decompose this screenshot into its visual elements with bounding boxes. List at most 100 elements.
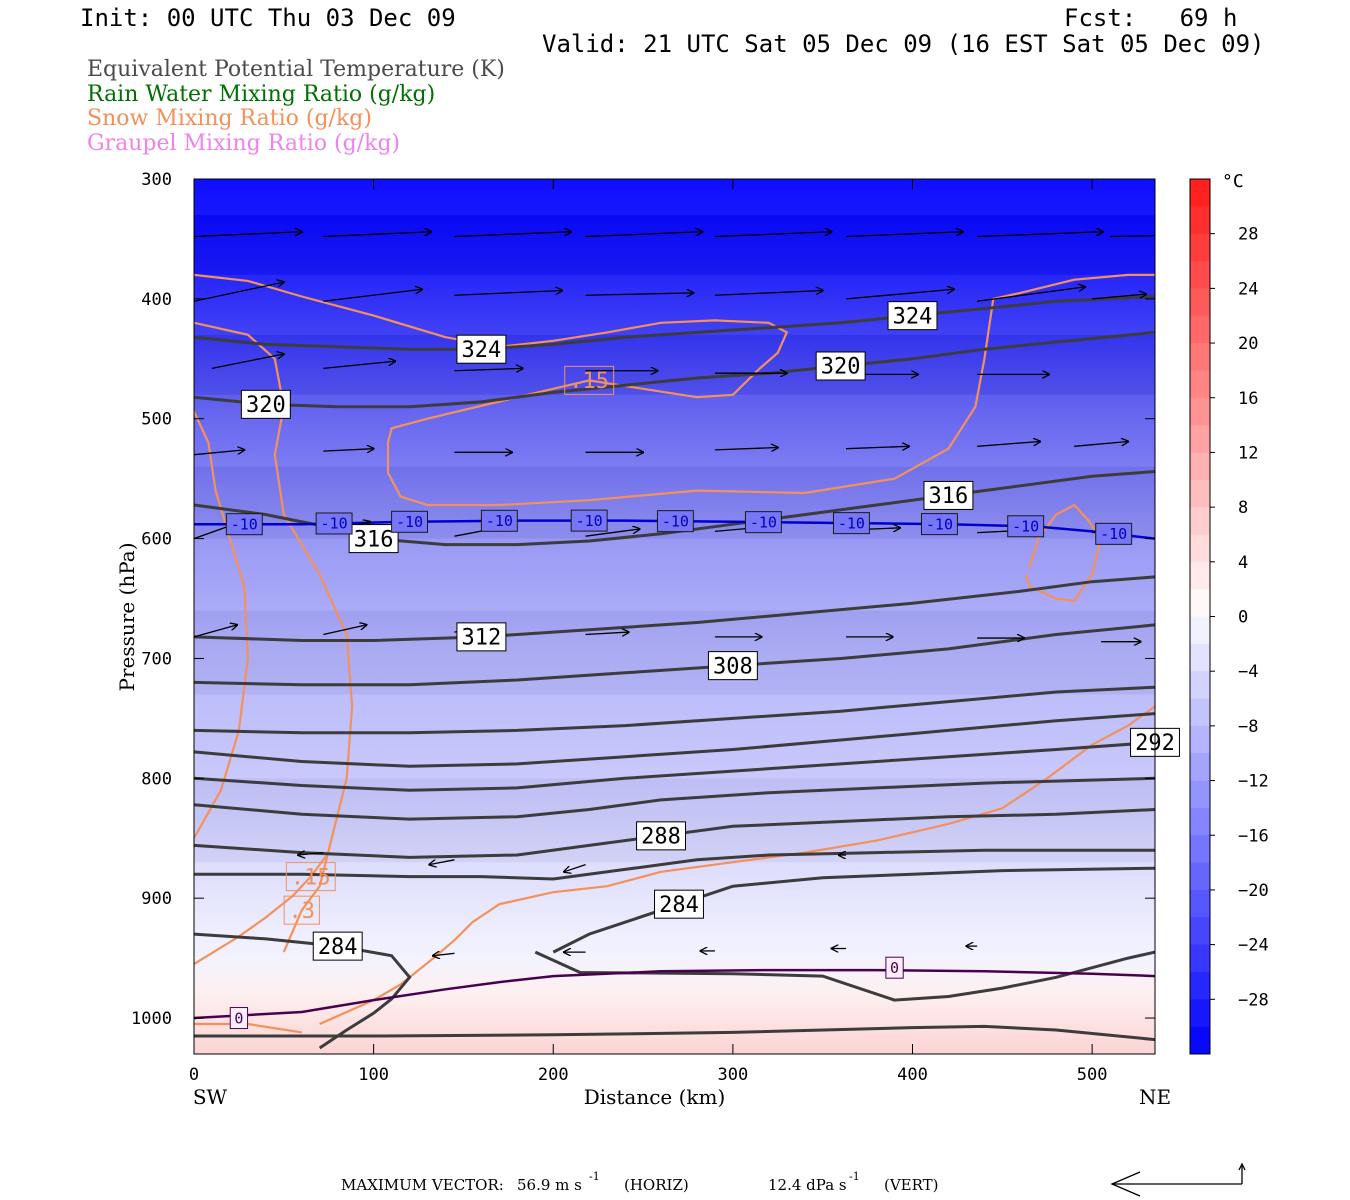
- theta-e-label-box: [815, 351, 866, 381]
- colorbar-label: −4: [1238, 662, 1258, 682]
- colorbar-label: −12: [1238, 772, 1269, 792]
- theta-e-label-text: 284: [659, 893, 699, 918]
- theta-e-contour: [194, 712, 1155, 768]
- theta-e-contour: [194, 295, 1155, 351]
- legend-snow: Snow Mixing Ratio (g/kg): [87, 106, 372, 131]
- theta-e-label: 324: [456, 334, 507, 364]
- isotherm-label-box: [920, 513, 958, 536]
- theta-e-label: 288: [636, 821, 686, 851]
- isotherm-0-label-box: [229, 1007, 249, 1030]
- colorbar-cell: [1190, 370, 1210, 399]
- snow-label-text: .3: [289, 899, 316, 924]
- snow-label: .15: [285, 862, 336, 892]
- isotherm-label-text: -10: [838, 514, 865, 532]
- wind-vector: [1110, 235, 1155, 238]
- wind-vector: [585, 293, 694, 295]
- theta-e-label: 316: [923, 480, 974, 510]
- colorbar-cell: [1190, 780, 1210, 809]
- isotherm-label-box: [480, 509, 518, 532]
- y-tick-label: 700: [141, 649, 172, 669]
- colorbar-cell: [1190, 725, 1210, 754]
- wind-vector: [714, 447, 778, 449]
- colorbar-cell: [1190, 452, 1210, 481]
- isotherm-0-label: 0: [885, 956, 904, 979]
- init-time: Init: 00 UTC Thu 03 Dec 09: [80, 4, 456, 32]
- colorbar-cell: [1190, 261, 1210, 289]
- theta-e-label: 316: [348, 524, 399, 554]
- plot-frame: [193, 178, 1156, 1055]
- wind-vector: [585, 632, 629, 634]
- isotherm-label-text: -10: [662, 512, 689, 530]
- valid-time: Valid: 21 UTC Sat 05 Dec 09 (16 EST Sat …: [542, 30, 1265, 58]
- max-vector-vert-exp: -1: [849, 1170, 860, 1183]
- x-tick-label: 0: [189, 1065, 199, 1085]
- x-tick-label: 300: [718, 1065, 749, 1085]
- isotherm-0-label: 0: [229, 1007, 249, 1030]
- shading-band: [194, 334, 1155, 395]
- snow-contour: [194, 411, 250, 839]
- theta-e-label-text: 320: [821, 355, 861, 380]
- isotherm-0: [194, 968, 1155, 1020]
- theta-e-label-box: [887, 301, 938, 331]
- colorbar-cell: [1190, 233, 1210, 262]
- legend-theta-e: Equivalent Potential Temperature (K): [87, 57, 505, 82]
- wind-vector: [1074, 442, 1128, 447]
- wind-vector: [323, 449, 373, 451]
- isotherm-0-label-box: [885, 956, 904, 979]
- colorbar-cell: [1190, 643, 1210, 672]
- wind-vector: [194, 450, 244, 456]
- isotherm-label-box: [656, 510, 694, 533]
- wind-vector: [564, 863, 586, 872]
- colorbar-cell: [1190, 671, 1210, 700]
- theta-e-label-text: 316: [354, 527, 394, 552]
- theta-e-contour: [534, 950, 1155, 1002]
- forecast-hour: Fcst: 69 h: [1064, 4, 1238, 32]
- colorbar-cell: [1190, 206, 1210, 235]
- snow-contour: [194, 273, 1155, 507]
- theta-e-label-box: [456, 334, 507, 364]
- max-vert-vector-head: [1238, 1162, 1246, 1171]
- colorbar-label: 20: [1238, 334, 1258, 354]
- colorbar-label: −16: [1238, 826, 1269, 846]
- theta-e-label-text: 284: [318, 935, 358, 960]
- theta-e-contour: [194, 575, 1155, 642]
- theta-e-contour: [194, 776, 1155, 821]
- isotherm-label: -10: [832, 512, 870, 535]
- theta-e-label: 320: [815, 351, 866, 381]
- isotherm-label: -10: [391, 510, 429, 533]
- x-tick-label: 400: [897, 1065, 928, 1085]
- y-tick-label: 400: [141, 290, 172, 310]
- wind-vector: [194, 625, 237, 638]
- colorbar-cell: [1190, 753, 1210, 782]
- snow-label: .3: [283, 895, 320, 925]
- theta-e-label-text: 288: [641, 825, 681, 850]
- snow-label-box: [285, 862, 336, 892]
- theta-e-label-box: [312, 931, 363, 961]
- wind-vector: [323, 625, 366, 636]
- wind-vector: [846, 232, 963, 238]
- colorbar-label: 4: [1238, 553, 1248, 573]
- colorbar-label: 12: [1238, 443, 1258, 463]
- colorbar-cell: [1190, 698, 1210, 727]
- isotherm-label-text: -10: [396, 513, 423, 531]
- shading-band: [194, 538, 1155, 611]
- max-vector-horiz-exp: -1: [589, 1170, 600, 1183]
- shading-band: [194, 214, 1155, 275]
- theta-e-contour: [194, 848, 1155, 881]
- theta-e-contour: [194, 932, 412, 1050]
- snow-label: .15: [564, 365, 615, 395]
- max-vector-horiz-unit: (HORIZ): [624, 1176, 689, 1194]
- isotherm-label: -10: [744, 511, 782, 534]
- wind-vector: [433, 953, 455, 955]
- wind-vector: [429, 859, 455, 865]
- y-tick-label: 1000: [131, 1009, 172, 1029]
- y-tick-label: 900: [141, 889, 172, 909]
- max-vector-label: MAXIMUM VECTOR:: [341, 1176, 504, 1194]
- isotherm-label-box: [315, 512, 353, 535]
- wind-vector: [585, 529, 640, 537]
- legend-graupel: Graupel Mixing Ratio (g/kg): [87, 131, 401, 156]
- theta-e-label: 320: [240, 389, 291, 419]
- theta-e-label-text: 324: [462, 338, 502, 363]
- x-axis-label: Distance (km): [584, 1085, 726, 1109]
